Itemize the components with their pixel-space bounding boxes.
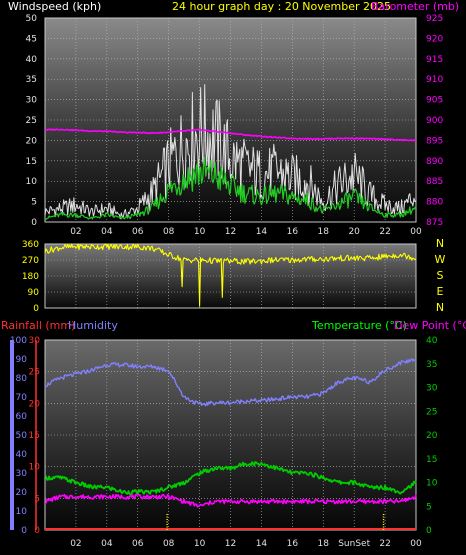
windspeed-axis-title: Windspeed (kph) <box>8 0 102 13</box>
wind-x-tick-label: 12 <box>225 227 236 237</box>
wind-y-tick-label: 0 <box>31 218 37 228</box>
wind-y-tick-label: 20 <box>26 136 38 146</box>
temp-y-tick-label: 20 <box>426 431 438 441</box>
rain-y-tick-label: 5 <box>34 494 40 504</box>
wind-x-tick-label: 06 <box>132 227 144 237</box>
humidity-axis-title: Humidity <box>68 319 118 332</box>
barometer-series-line <box>44 128 417 142</box>
wind-x-tick-label: 08 <box>163 227 175 237</box>
winddir-y-tick-label: 270 <box>22 256 39 266</box>
wind-y-tick-label: 35 <box>26 75 37 85</box>
wind-x-tick-label: 10 <box>194 227 206 237</box>
temp-y-tick-label: 10 <box>426 479 438 489</box>
bottom-x-tick-label: 04 <box>101 539 113 549</box>
bottom-x-tick-label: 10 <box>194 539 206 549</box>
winddir-y-tick-label: 90 <box>28 288 40 298</box>
baro-y-tick-label: 915 <box>426 55 443 65</box>
wind-y-tick-label: 10 <box>26 177 38 187</box>
compass-label: W <box>435 253 446 266</box>
humidity-y-tick-label: 10 <box>16 507 28 517</box>
graph-title: 24 hour graph day : 20 November 2025 <box>172 0 392 13</box>
humidity-y-tick-label: 60 <box>16 412 28 422</box>
temp-y-tick-label: 0 <box>426 526 432 536</box>
humidity-y-tick-label: 50 <box>16 431 28 441</box>
wind-y-tick-label: 5 <box>31 198 37 208</box>
winddir-y-tick-label: 180 <box>22 272 39 282</box>
temperature-axis-title: Temperature (°C) <box>312 319 407 332</box>
bottom-x-tick-label: 22 <box>379 539 390 549</box>
humidity-y-tick-label: 30 <box>16 469 28 479</box>
bottom-x-tick-label: 14 <box>256 539 268 549</box>
rain-y-tick-label: 15 <box>29 431 40 441</box>
bottom-x-tick-label: 00 <box>410 539 422 549</box>
baro-y-tick-label: 880 <box>426 198 443 208</box>
humidity-y-tick-label: 40 <box>16 450 28 460</box>
bottom-x-tick-label: 08 <box>163 539 175 549</box>
humidity-y-tick-label: 90 <box>16 355 28 365</box>
compass-label: N <box>436 301 444 314</box>
humidity-y-tick-label: 0 <box>21 526 27 536</box>
rainfall-axis-title: Rainfall (mm) <box>1 319 76 332</box>
baro-y-tick-label: 910 <box>426 75 443 85</box>
temp-y-tick-label: 35 <box>426 360 437 370</box>
humidity-series-line <box>44 358 416 407</box>
wind-x-tick-label: 18 <box>318 227 330 237</box>
wind-y-tick-label: 15 <box>26 157 37 167</box>
wind-series-line <box>44 157 417 221</box>
barometer-axis-title: Barometer (mb) <box>371 0 460 13</box>
baro-y-tick-label: 900 <box>426 116 443 126</box>
dewpoint-series-line <box>44 493 417 508</box>
humidity-y-tick-label: 100 <box>10 336 27 346</box>
rain-y-tick-label: 20 <box>29 399 41 409</box>
baro-y-tick-label: 890 <box>426 157 443 167</box>
wind-y-tick-label: 50 <box>26 14 38 24</box>
wind-x-tick-label: 16 <box>287 227 299 237</box>
wind-y-tick-label: 25 <box>26 116 37 126</box>
temp-y-tick-label: 25 <box>426 407 437 417</box>
wind-x-tick-label: 04 <box>101 227 113 237</box>
winddir-y-tick-label: 360 <box>22 240 39 250</box>
humidity-y-tick-label: 20 <box>16 488 28 498</box>
baro-y-tick-label: 920 <box>426 34 443 44</box>
wind-y-tick-label: 40 <box>26 55 38 65</box>
wind-y-tick-label: 30 <box>26 96 38 106</box>
rain-y-tick-label: 25 <box>29 368 40 378</box>
compass-label: S <box>437 269 444 282</box>
baro-y-tick-label: 925 <box>426 14 443 24</box>
wind-y-tick-label: 45 <box>26 34 37 44</box>
temp-y-tick-label: 30 <box>426 384 438 394</box>
bottom-x-tick-label: 12 <box>225 539 236 549</box>
humidity-y-tick-label: 70 <box>16 393 28 403</box>
bottom-x-tick-label: 06 <box>132 539 144 549</box>
temp-y-tick-label: 40 <box>426 336 438 346</box>
temperature-series-line <box>44 461 417 495</box>
baro-y-tick-label: 875 <box>426 218 443 228</box>
sunset-label: SunSet <box>338 539 370 549</box>
bottom-x-tick-label: 02 <box>70 539 81 549</box>
wind-x-tick-label: 00 <box>410 227 422 237</box>
baro-y-tick-label: 895 <box>426 136 443 146</box>
rain-y-tick-label: 30 <box>29 336 41 346</box>
temp-y-tick-label: 15 <box>426 455 437 465</box>
wind-x-tick-label: 02 <box>70 227 81 237</box>
compass-label: E <box>437 285 444 298</box>
bottom-x-tick-label: 18 <box>318 539 330 549</box>
baro-y-tick-label: 905 <box>426 96 443 106</box>
wind-x-tick-label: 20 <box>348 227 360 237</box>
wind-x-tick-label: 14 <box>256 227 268 237</box>
bottom-x-tick-label: 16 <box>287 539 299 549</box>
compass-label: N <box>436 237 444 250</box>
dewpoint-axis-title: Dew Point (°C) <box>394 319 466 332</box>
humidity-y-tick-label: 80 <box>16 374 28 384</box>
wind-x-tick-label: 22 <box>379 227 390 237</box>
rain-y-tick-label: 10 <box>29 463 41 473</box>
winddir-y-tick-label: 0 <box>33 304 39 314</box>
gust-series-line <box>44 84 417 220</box>
baro-y-tick-label: 885 <box>426 177 443 187</box>
wind-direction-series-line <box>44 243 417 307</box>
rain-y-tick-label: 0 <box>34 526 40 536</box>
temp-y-tick-label: 5 <box>426 502 432 512</box>
